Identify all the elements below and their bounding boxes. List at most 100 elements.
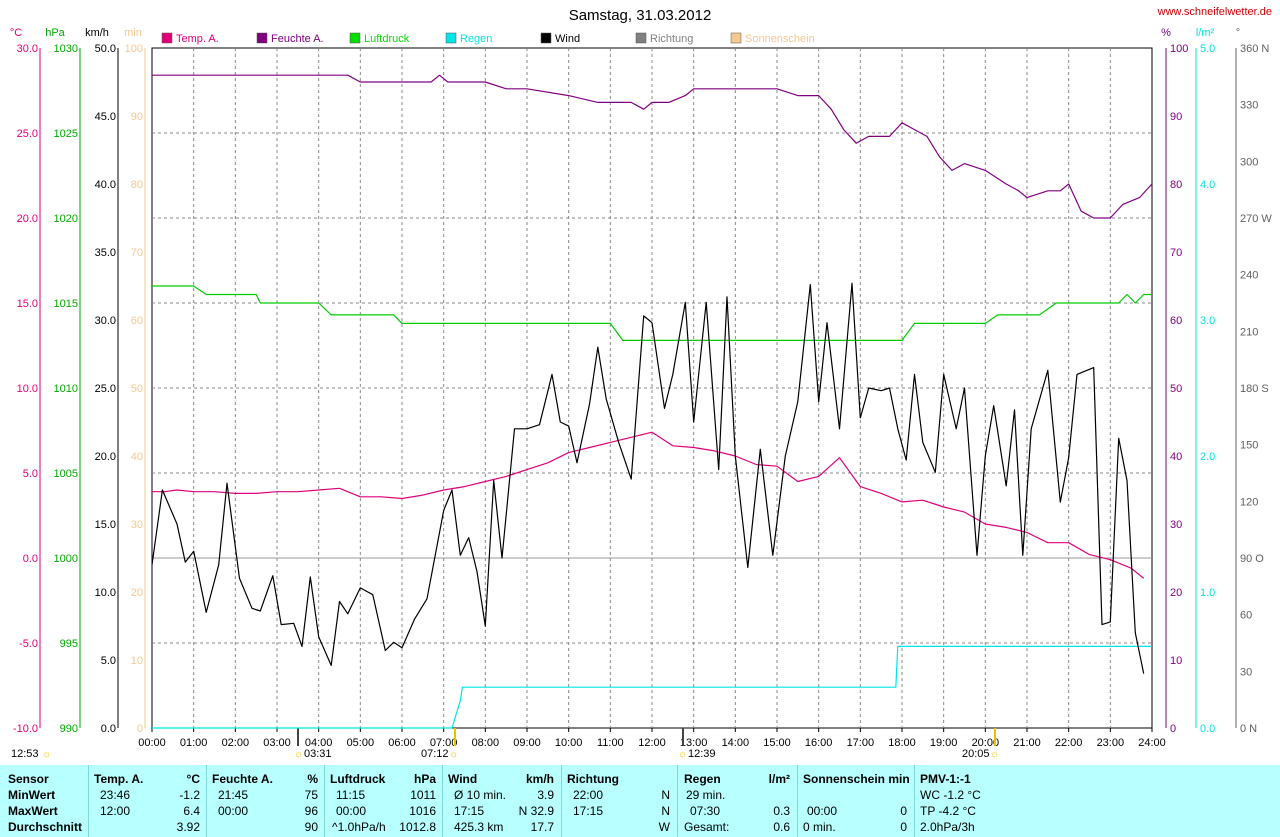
stats-cell: 17:15 — [573, 804, 604, 818]
sunset-icon: ☼ — [990, 749, 999, 760]
sunrise-icon: ☼ — [294, 749, 303, 760]
axis-unit-label: min — [124, 27, 142, 39]
axis-tick-label: 50.0 — [95, 43, 116, 55]
stats-cell: N 32.9 — [518, 804, 554, 818]
axis-tick-label: 210 — [1240, 326, 1258, 338]
sun-mark-left: 12:53 — [11, 748, 39, 760]
axis-tick-label: 15.0 — [95, 519, 116, 531]
x-tick-label: 04:00 — [305, 737, 333, 749]
stats-header-press: Luftdruck — [330, 772, 386, 786]
axis-tick-label: 30 — [1240, 666, 1252, 678]
axis-tick-label: 90 — [1170, 111, 1182, 123]
stats-header-wind: Wind — [448, 772, 478, 786]
axis-tick-label: 80 — [1170, 179, 1182, 191]
stats-cell: 21:45 — [218, 788, 249, 802]
x-tick-label: 11:00 — [597, 737, 624, 749]
legend-swatch — [540, 32, 552, 44]
axis-tick-label: 40.0 — [95, 179, 116, 191]
axis-tick-label: 100 — [125, 43, 143, 55]
axis-tick-label: 60 — [131, 315, 143, 327]
axis-tick-label: 50 — [131, 383, 143, 395]
axis-tick-label: 90 — [131, 111, 143, 123]
stats-cell: 1012.8 — [399, 820, 436, 834]
legend-label: Wind — [555, 33, 580, 45]
stats-cell: W — [658, 820, 670, 834]
stats-header-dir: Richtung — [567, 772, 619, 786]
stats-cell: 0 min. — [803, 820, 836, 834]
x-tick-label: 01:00 — [180, 737, 208, 749]
axis-unit-label: km/h — [85, 27, 109, 39]
x-tick-label: 16:00 — [805, 737, 833, 749]
temp-line — [152, 431, 1145, 579]
x-tick-label: 12:00 — [638, 737, 666, 749]
axis-tick-label: 5.0 — [1200, 43, 1215, 55]
legend-label: Temp. A. — [176, 33, 219, 45]
stats-header-temp: Temp. A. — [94, 772, 144, 786]
axis-tick-label: 90 O — [1240, 553, 1264, 565]
stats-header-hum: Feuchte A. — [212, 772, 273, 786]
stats-cell: ^1.0hPa/h — [332, 820, 386, 834]
legend-swatch — [256, 32, 268, 44]
stats-header-rain: Regen — [684, 772, 721, 786]
stats-cell: 11:15 — [336, 788, 366, 802]
stats-cell: 0.6 — [773, 820, 790, 834]
stats-cell: 75 — [304, 788, 318, 802]
stats-row-label: MinWert — [8, 788, 56, 802]
humidity-line — [152, 74, 1153, 219]
stats-cell: -1.2 — [179, 788, 200, 802]
legend-label: Regen — [460, 33, 492, 45]
axis-tick-label: 120 — [1240, 496, 1258, 508]
stats-cell: 00:00 — [218, 804, 249, 818]
stats-cell: 1011 — [410, 788, 436, 802]
stats-cell: N — [661, 804, 670, 818]
axis-tick-label: -5.0 — [19, 638, 38, 650]
legend-swatch — [349, 32, 361, 44]
stats-cell: TP -4.2 °C — [920, 804, 976, 818]
stats-cell: 425.3 km — [454, 820, 504, 834]
axis-tick-label: 1000 — [54, 553, 78, 565]
legend-swatch — [635, 32, 647, 44]
axis-tick-label: 20.0 — [95, 451, 116, 463]
axis-tick-label: 1.0 — [1200, 587, 1215, 599]
stats-cell: 1016 — [409, 804, 436, 818]
axis-unit-label: hPa — [45, 27, 65, 39]
stats-cell: 3.9 — [537, 788, 554, 802]
stats-cell: 2.0hPa/3h — [920, 820, 975, 834]
axis-tick-label: 995 — [60, 638, 78, 650]
axis-tick-label: 1005 — [54, 468, 78, 480]
axis-tick-label: 240 — [1240, 270, 1258, 282]
axis-tick-label: 10.0 — [17, 383, 38, 395]
stats-cell: 0 — [900, 804, 907, 818]
stats-header-wind-unit: km/h — [525, 772, 554, 786]
axis-tick-label: 2.0 — [1200, 451, 1215, 463]
stats-cell: 23:46 — [100, 788, 131, 802]
axis-tick-label: 0.0 — [1200, 723, 1215, 735]
axis-tick-label: 990 — [60, 723, 78, 735]
axis-tick-label: 3.0 — [1200, 315, 1215, 327]
rain-line — [152, 645, 1152, 729]
sunrise-label: 03:31 — [304, 748, 332, 760]
axis-tick-label: 10 — [131, 655, 143, 667]
pressure-line — [152, 285, 1152, 341]
stats-cell: 00:00 — [336, 804, 367, 818]
stats-cell: 3.92 — [176, 820, 200, 834]
axis-tick-label: 0 — [1170, 723, 1176, 735]
axis-tick-label: 30.0 — [95, 315, 116, 327]
x-tick-label: 13:00 — [680, 737, 708, 749]
axis-tick-label: 150 — [1240, 440, 1258, 452]
axis-tick-label: 50 — [1170, 383, 1182, 395]
axis-unit-label: °C — [10, 27, 22, 39]
axis-tick-label: 25.0 — [17, 128, 38, 140]
x-tick-label: 14:00 — [722, 737, 750, 749]
axis-tick-label: 1010 — [54, 383, 78, 395]
axis-tick-label: 15.0 — [17, 298, 38, 310]
x-tick-label: 03:00 — [263, 737, 291, 749]
axis-tick-label: 0 N — [1240, 723, 1257, 735]
x-tick-label: 18:00 — [888, 737, 916, 749]
noon-icon: ☼ — [678, 749, 687, 760]
stats-header-pmv: PMV-1:-1 — [920, 772, 971, 786]
axis-tick-label: 20 — [131, 587, 143, 599]
axis-tick-label: 1015 — [54, 298, 78, 310]
axis-tick-label: 40 — [131, 451, 143, 463]
stats-cell: 0 — [900, 820, 907, 834]
